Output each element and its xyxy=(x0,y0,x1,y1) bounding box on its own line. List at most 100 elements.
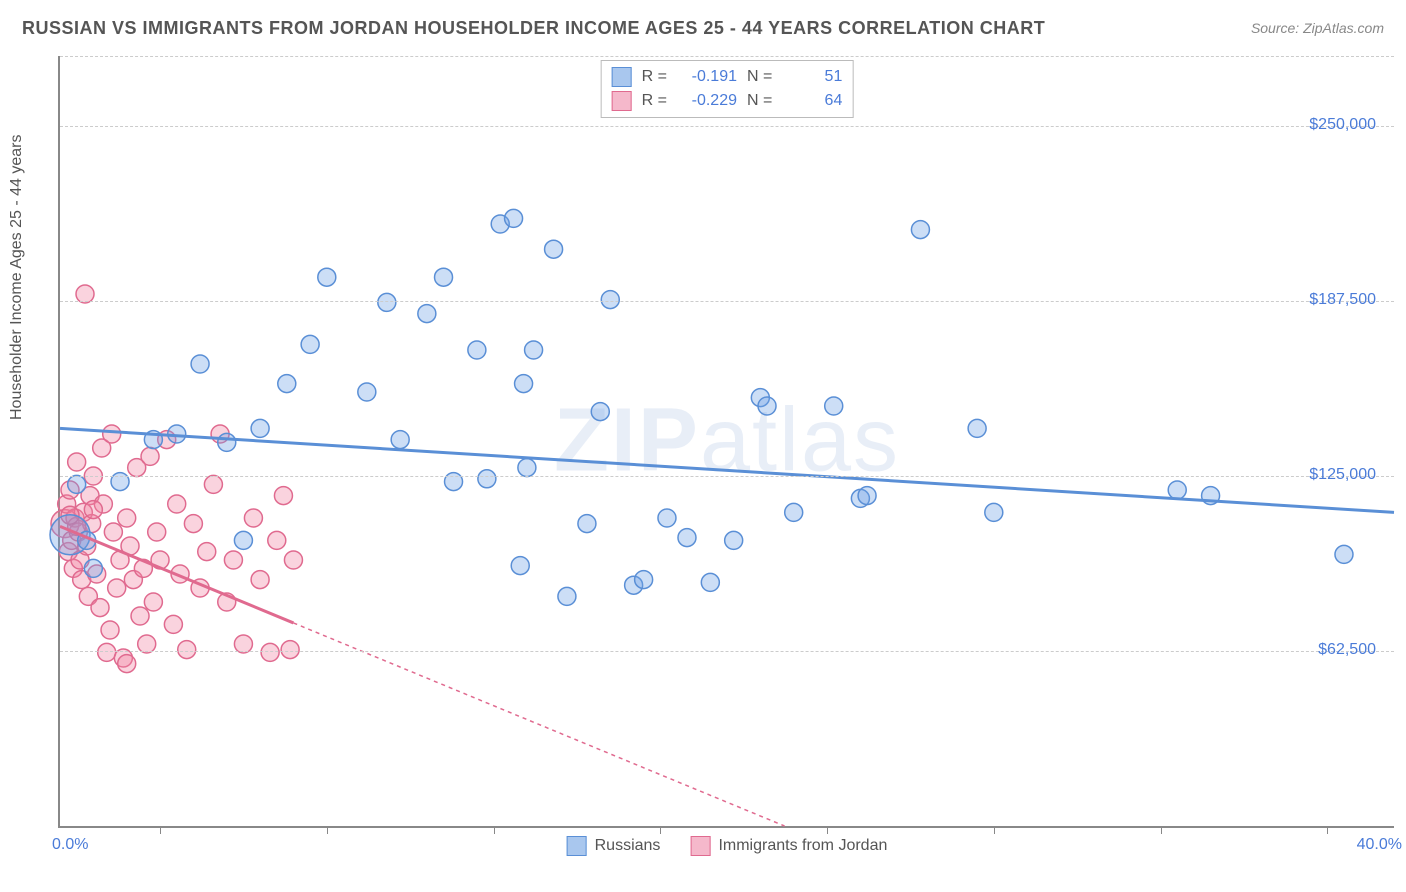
data-point xyxy=(591,403,609,421)
data-point xyxy=(318,268,336,286)
x-min-label: 0.0% xyxy=(52,836,88,854)
gridline xyxy=(60,126,1394,127)
data-point xyxy=(578,515,596,533)
data-point xyxy=(378,293,396,311)
data-point xyxy=(234,531,252,549)
data-point xyxy=(785,503,803,521)
data-point xyxy=(251,571,269,589)
x-tick xyxy=(327,826,328,834)
data-point xyxy=(678,529,696,547)
legend-item-jordan: Immigrants from Jordan xyxy=(690,836,887,856)
legend-item-russians: Russians xyxy=(567,836,661,856)
data-point xyxy=(725,531,743,549)
data-point xyxy=(545,240,563,258)
swatch-jordan xyxy=(690,836,710,856)
data-point xyxy=(1335,545,1353,563)
data-point xyxy=(84,559,102,577)
x-tick xyxy=(1327,826,1328,834)
trend-line xyxy=(60,428,1394,512)
y-tick-label: $187,500 xyxy=(1309,291,1376,309)
series-name-jordan: Immigrants from Jordan xyxy=(718,837,887,855)
data-point xyxy=(144,593,162,611)
data-point xyxy=(525,341,543,359)
gridline xyxy=(60,301,1394,302)
x-tick xyxy=(1161,826,1162,834)
data-point xyxy=(435,268,453,286)
data-point xyxy=(1168,481,1186,499)
series-legend: Russians Immigrants from Jordan xyxy=(567,836,888,856)
data-point xyxy=(141,447,159,465)
data-point xyxy=(658,509,676,527)
data-point xyxy=(68,453,86,471)
data-point xyxy=(244,509,262,527)
x-max-label: 40.0% xyxy=(1357,836,1402,854)
data-point xyxy=(518,459,536,477)
data-point xyxy=(301,335,319,353)
data-point xyxy=(178,641,196,659)
gridline xyxy=(60,651,1394,652)
data-point xyxy=(358,383,376,401)
data-point xyxy=(635,571,653,589)
swatch-russians xyxy=(567,836,587,856)
y-tick-label: $125,000 xyxy=(1309,466,1376,484)
data-point xyxy=(118,655,136,673)
data-point xyxy=(251,419,269,437)
data-point xyxy=(281,641,299,659)
x-tick xyxy=(160,826,161,834)
x-tick xyxy=(827,826,828,834)
data-point xyxy=(148,523,166,541)
data-point xyxy=(184,515,202,533)
data-point xyxy=(468,341,486,359)
data-point xyxy=(101,621,119,639)
data-point xyxy=(104,523,122,541)
data-point xyxy=(278,375,296,393)
data-point xyxy=(204,475,222,493)
series-name-russians: Russians xyxy=(595,837,661,855)
data-point xyxy=(418,305,436,323)
data-point xyxy=(505,209,523,227)
data-point xyxy=(558,587,576,605)
data-point xyxy=(911,221,929,239)
data-point xyxy=(701,573,719,591)
data-point xyxy=(108,579,126,597)
gridline xyxy=(60,476,1394,477)
data-point xyxy=(758,397,776,415)
x-tick xyxy=(994,826,995,834)
data-point xyxy=(131,607,149,625)
trend-line-dashed xyxy=(293,623,784,826)
data-point xyxy=(968,419,986,437)
data-point xyxy=(164,615,182,633)
x-tick xyxy=(494,826,495,834)
data-point xyxy=(391,431,409,449)
data-point xyxy=(198,543,216,561)
data-point xyxy=(98,643,116,661)
x-tick xyxy=(660,826,661,834)
data-point xyxy=(825,397,843,415)
data-point xyxy=(511,557,529,575)
chart-svg xyxy=(60,56,1394,826)
data-point xyxy=(191,355,209,373)
plot-area: ZIPatlas R = -0.191 N = 51 R = -0.229 N … xyxy=(58,56,1394,828)
data-point xyxy=(218,433,236,451)
data-point xyxy=(168,495,186,513)
chart-title: RUSSIAN VS IMMIGRANTS FROM JORDAN HOUSEH… xyxy=(22,18,1045,39)
gridline xyxy=(60,56,1394,57)
data-point xyxy=(103,425,121,443)
data-point xyxy=(224,551,242,569)
data-point xyxy=(118,509,136,527)
data-point xyxy=(284,551,302,569)
data-point xyxy=(268,531,286,549)
data-point xyxy=(261,643,279,661)
data-point xyxy=(478,470,496,488)
y-axis-label: Householder Income Ages 25 - 44 years xyxy=(8,135,26,421)
data-point xyxy=(274,487,292,505)
y-tick-label: $250,000 xyxy=(1309,116,1376,134)
data-point xyxy=(858,487,876,505)
y-tick-label: $62,500 xyxy=(1318,641,1376,659)
data-point xyxy=(84,501,102,519)
data-point xyxy=(68,475,86,493)
source-attribution: Source: ZipAtlas.com xyxy=(1251,20,1384,36)
data-point xyxy=(91,599,109,617)
data-point xyxy=(985,503,1003,521)
data-point xyxy=(515,375,533,393)
